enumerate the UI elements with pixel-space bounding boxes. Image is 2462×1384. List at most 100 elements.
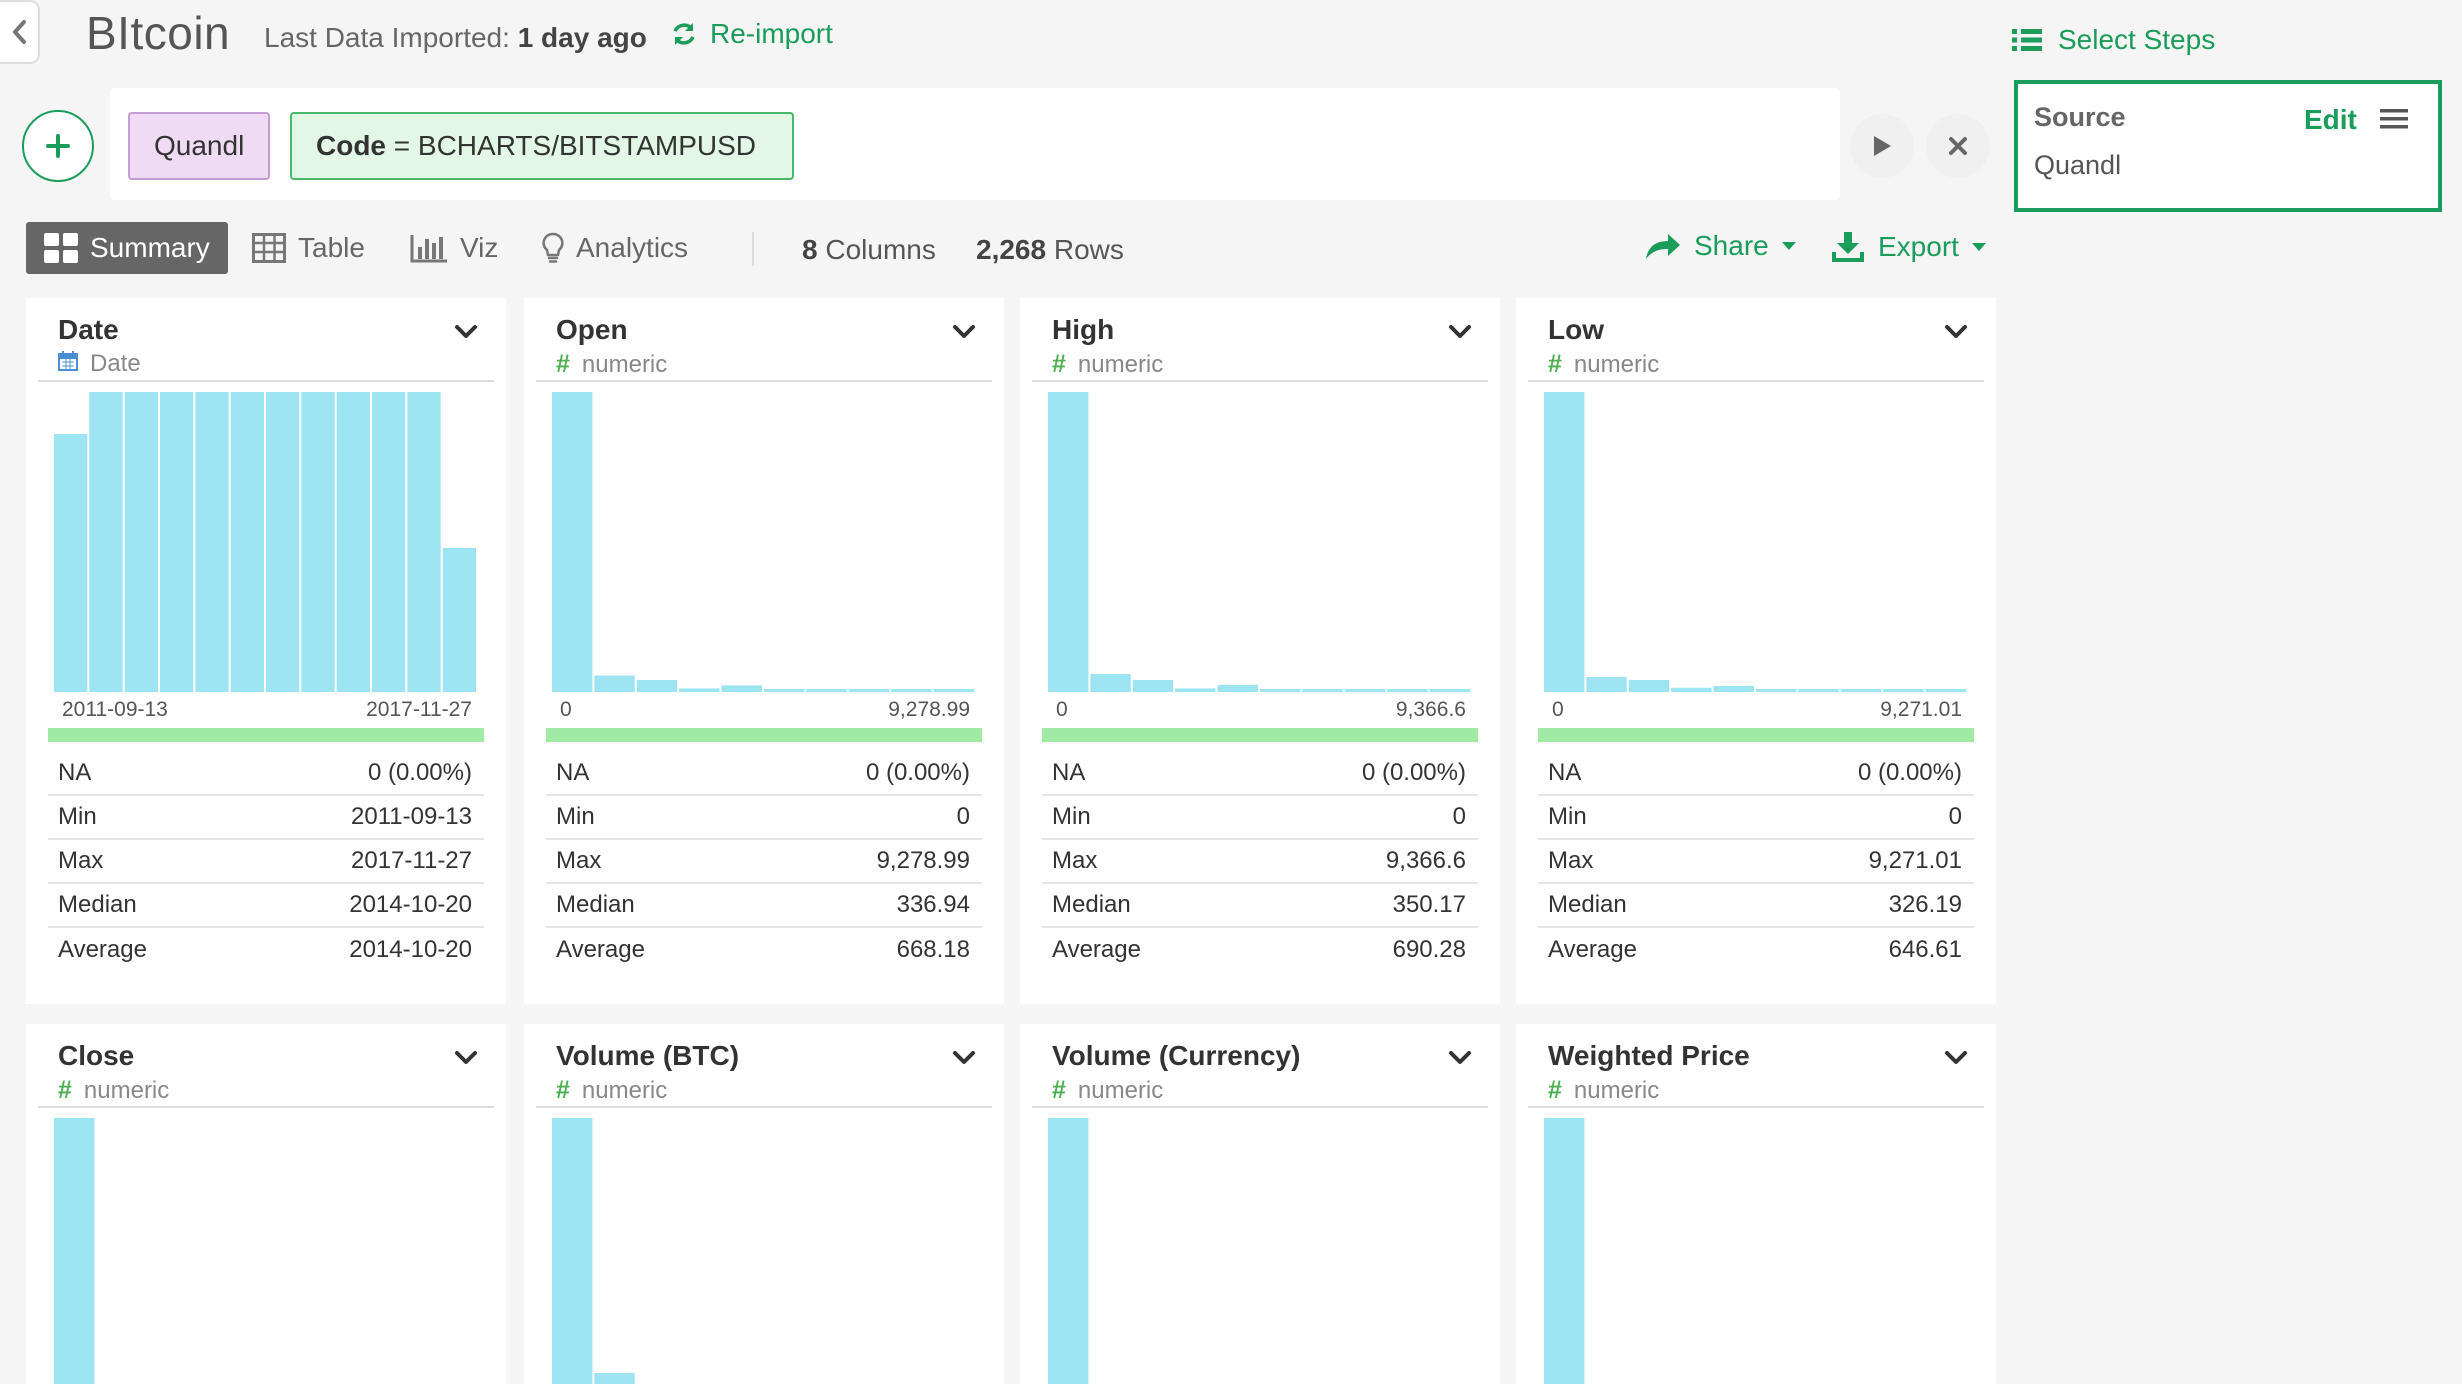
step-edit-button[interactable]: Edit xyxy=(2304,104,2357,135)
histogram-bar[interactable] xyxy=(1798,689,1839,692)
histogram-bar[interactable] xyxy=(721,685,762,692)
histogram-bar[interactable] xyxy=(160,392,194,692)
histogram-bar[interactable] xyxy=(372,392,406,692)
histogram-bar[interactable] xyxy=(636,680,678,692)
column-menu-button[interactable] xyxy=(952,1050,976,1071)
histogram[interactable] xyxy=(1538,1118,1974,1384)
tab-viz[interactable]: Viz xyxy=(392,222,516,274)
export-button[interactable]: Export xyxy=(1830,230,1987,264)
histogram-bar[interactable] xyxy=(124,392,158,692)
code-chip[interactable]: Code = BCHARTS/BITSTAMPUSD xyxy=(290,112,795,180)
histogram-bar[interactable] xyxy=(1429,689,1470,692)
histogram-bar[interactable] xyxy=(1628,680,1670,692)
histogram-bar[interactable] xyxy=(594,675,635,693)
column-header[interactable]: Weighted Price # numeric xyxy=(1528,1024,1984,1108)
column-card-weighted-price[interactable]: Weighted Price # numeric xyxy=(1516,1024,1996,1384)
histogram-bar[interactable] xyxy=(54,1118,95,1384)
histogram-bar[interactable] xyxy=(552,1118,593,1384)
histogram-bar[interactable] xyxy=(1544,1118,1585,1384)
histogram-bar[interactable] xyxy=(679,688,720,692)
histogram-bar[interactable] xyxy=(1883,689,1924,692)
histogram[interactable] xyxy=(1538,392,1974,692)
column-menu-button[interactable] xyxy=(1944,1050,1968,1071)
histogram-bar[interactable] xyxy=(1302,689,1343,692)
histogram-bar[interactable] xyxy=(891,689,932,692)
column-card-volume-currency[interactable]: Volume (Currency) # numeric xyxy=(1020,1024,1500,1384)
histogram-bar[interactable] xyxy=(266,392,300,692)
column-menu-button[interactable] xyxy=(454,1050,478,1071)
column-card-low[interactable]: Low # numeric 0 9,271.01 NA 0 (0.00%) Min 0 Ma… xyxy=(1516,298,1996,1004)
column-header[interactable]: Volume (Currency) # numeric xyxy=(1032,1024,1488,1108)
column-header[interactable]: Volume (BTC) # numeric xyxy=(536,1024,992,1108)
histogram-bar[interactable] xyxy=(806,689,847,692)
histogram-bar[interactable] xyxy=(230,392,264,692)
histogram-bar[interactable] xyxy=(89,392,123,692)
histogram[interactable] xyxy=(48,392,484,692)
tab-summary[interactable]: Summary xyxy=(26,222,228,274)
histogram-svg xyxy=(1544,1118,1585,1384)
histogram-bar[interactable] xyxy=(1048,1118,1089,1384)
column-card-open[interactable]: Open # numeric 0 9,278.99 NA 0 (0.00%) Min 0 M… xyxy=(524,298,1004,1004)
histogram-bar[interactable] xyxy=(933,689,974,692)
column-menu-button[interactable] xyxy=(454,324,478,345)
histogram-bar[interactable] xyxy=(594,1373,635,1384)
histogram-bar[interactable] xyxy=(195,392,229,692)
column-header[interactable]: High # numeric xyxy=(1032,298,1488,382)
histogram-bar[interactable] xyxy=(1671,687,1712,692)
histogram-bar[interactable] xyxy=(1544,392,1585,692)
histogram-bar[interactable] xyxy=(301,392,335,692)
column-card-high[interactable]: High # numeric 0 9,366.6 NA 0 (0.00%) Min 0 Ma… xyxy=(1020,298,1500,1004)
histogram[interactable] xyxy=(1042,1118,1478,1384)
histogram-bar[interactable] xyxy=(1175,688,1216,692)
column-menu-button[interactable] xyxy=(1448,1050,1472,1071)
stat-label: NA xyxy=(58,759,92,786)
column-header[interactable]: Close # numeric xyxy=(38,1024,494,1108)
histogram-bar[interactable] xyxy=(1840,689,1882,692)
back-button[interactable] xyxy=(0,0,40,64)
histogram-bar[interactable] xyxy=(1713,686,1754,692)
histogram-bar[interactable] xyxy=(552,392,593,692)
histogram-bar[interactable] xyxy=(1586,677,1627,692)
histogram-bar[interactable] xyxy=(54,434,88,692)
reimport-button[interactable]: Re-import xyxy=(670,18,833,50)
tab-table[interactable]: Table xyxy=(234,222,383,274)
column-card-close[interactable]: Close # numeric xyxy=(26,1024,506,1384)
histogram-bar[interactable] xyxy=(336,392,370,692)
histogram-bar[interactable] xyxy=(1925,689,1966,692)
histogram-bar[interactable] xyxy=(1756,689,1797,692)
column-type: # numeric xyxy=(1548,350,1659,379)
histogram[interactable] xyxy=(1042,392,1478,692)
histogram-bar[interactable] xyxy=(764,689,805,692)
tab-analytics[interactable]: Analytics xyxy=(524,222,706,274)
share-button[interactable]: Share xyxy=(1644,230,1797,262)
source-chip[interactable]: Quandl xyxy=(128,112,271,180)
histogram-bar[interactable] xyxy=(442,548,476,692)
histogram-bar[interactable] xyxy=(848,689,890,692)
column-menu-button[interactable] xyxy=(1448,324,1472,345)
column-card-date[interactable]: Date Date 2011-09-13 2017-11-27 NA 0 (0.00%… xyxy=(26,298,506,1004)
run-button[interactable] xyxy=(1850,114,1914,178)
histogram[interactable] xyxy=(546,392,982,692)
column-menu-button[interactable] xyxy=(952,324,976,345)
histogram-bar[interactable] xyxy=(1344,689,1386,692)
histogram-bar[interactable] xyxy=(1090,674,1131,692)
histogram-bar[interactable] xyxy=(1132,680,1174,692)
histogram-bar[interactable] xyxy=(407,392,441,692)
add-step-button[interactable] xyxy=(22,110,94,182)
histogram[interactable] xyxy=(546,1118,982,1384)
histogram-bar[interactable] xyxy=(1260,689,1301,692)
histogram-bar[interactable] xyxy=(1387,689,1428,692)
column-header[interactable]: Open # numeric xyxy=(536,298,992,382)
select-steps-button[interactable]: Select Steps xyxy=(2012,24,2215,56)
column-card-volume-btc[interactable]: Volume (BTC) # numeric xyxy=(524,1024,1004,1384)
code-chip-key: Code xyxy=(316,130,386,161)
column-menu-button[interactable] xyxy=(1944,324,1968,345)
column-header[interactable]: Date Date xyxy=(38,298,494,382)
clear-button[interactable] xyxy=(1926,114,1990,178)
histogram-bar[interactable] xyxy=(1048,392,1089,692)
step-menu-button[interactable] xyxy=(2380,108,2408,135)
step-panel[interactable]: Source Quandl Edit xyxy=(2014,80,2442,212)
histogram[interactable] xyxy=(48,1118,484,1384)
histogram-bar[interactable] xyxy=(1217,684,1258,692)
column-header[interactable]: Low # numeric xyxy=(1528,298,1984,382)
